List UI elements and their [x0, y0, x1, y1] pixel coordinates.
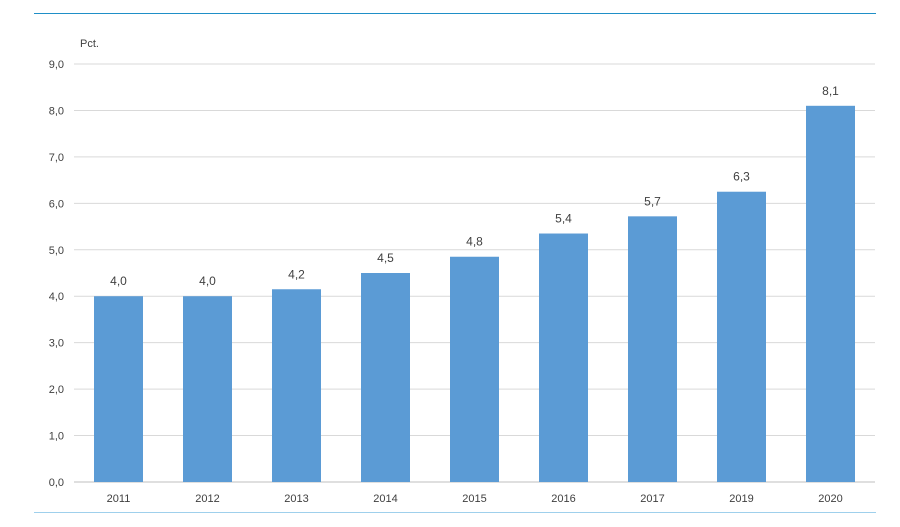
bar-2020 — [806, 105, 855, 483]
y-tick-label: 6,0 — [49, 198, 64, 210]
y-axis-unit-label: Pct. — [80, 38, 99, 50]
x-tick-label-2016: 2016 — [551, 493, 575, 505]
x-tick-label-2019: 2019 — [729, 493, 753, 505]
bar-2019 — [717, 191, 766, 482]
data-label-2020: 8,1 — [822, 84, 839, 98]
y-tick-label: 5,0 — [49, 245, 64, 257]
x-tick-label-2015: 2015 — [462, 493, 486, 505]
bar-2016 — [539, 233, 588, 482]
x-tick-label-2013: 2013 — [284, 493, 308, 505]
bar-2013 — [272, 289, 321, 482]
data-label-2014: 4,5 — [377, 251, 394, 265]
bar-2015 — [450, 256, 499, 482]
top-rule — [34, 13, 876, 14]
bar-2017 — [628, 216, 677, 483]
y-tick-label: 1,0 — [49, 431, 64, 443]
data-label-2017: 5,7 — [644, 194, 661, 208]
data-label-2016: 5,4 — [555, 212, 572, 226]
bar-2014 — [361, 273, 410, 482]
y-tick-label: 4,0 — [49, 291, 64, 303]
x-tick-label-2011: 2011 — [107, 493, 131, 505]
x-tick-label-2014: 2014 — [373, 493, 397, 505]
x-tick-label-2012: 2012 — [195, 493, 219, 505]
y-tick-label: 8,0 — [49, 105, 64, 117]
x-tick-labels: 2011 2012 2013 2014 2015 2016 2017 2019 2020 — [107, 493, 843, 505]
data-labels: 4,0 4,0 4,2 4,5 4,8 5,4 5,7 6,3 8,1 — [110, 84, 839, 288]
y-tick-label: 9,0 — [49, 59, 64, 71]
data-label-2011: 4,0 — [110, 274, 127, 288]
y-tick-labels: 0,0 1,0 2,0 3,0 4,0 5,0 6,0 7,0 8,0 9,0 — [49, 59, 64, 489]
y-tick-label: 7,0 — [49, 152, 64, 164]
y-tick-label: 0,0 — [49, 477, 64, 489]
x-tick-label-2017: 2017 — [640, 493, 664, 505]
bar-2011 — [94, 296, 143, 482]
data-label-2012: 4,0 — [199, 274, 216, 288]
y-tick-label: 2,0 — [49, 384, 64, 396]
x-tick-label-2020: 2020 — [818, 493, 842, 505]
bottom-rule — [34, 512, 876, 513]
data-label-2013: 4,2 — [288, 267, 305, 281]
data-label-2019: 6,3 — [733, 170, 750, 184]
bars — [94, 105, 855, 483]
bar-2012 — [183, 296, 232, 482]
y-tick-label: 3,0 — [49, 338, 64, 350]
data-label-2015: 4,8 — [466, 235, 483, 249]
